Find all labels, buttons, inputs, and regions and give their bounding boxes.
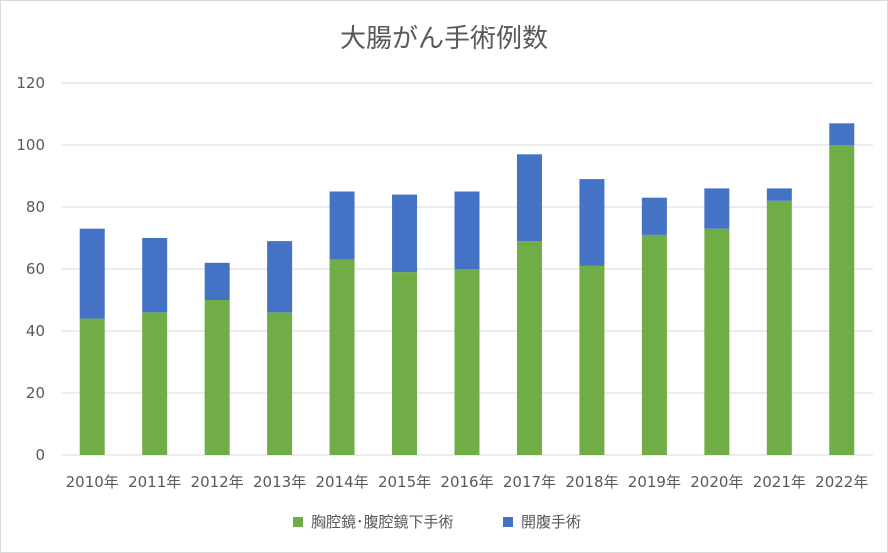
bar-segment-series-0 (392, 272, 418, 455)
y-tick-label: 20 (26, 384, 45, 402)
bar-segment-series-1 (766, 188, 792, 201)
bar-segment-series-1 (142, 238, 168, 313)
bar-segment-series-0 (204, 300, 230, 455)
bar-segment-series-0 (142, 312, 168, 455)
y-tick-label: 120 (16, 74, 45, 92)
bar-segment-series-0 (516, 241, 542, 455)
x-tick-label: 2010年 (66, 473, 119, 491)
x-tick-label: 2015年 (378, 473, 431, 491)
bar-segment-series-0 (829, 145, 855, 455)
x-tick-label: 2018年 (565, 473, 618, 491)
y-tick-label: 80 (26, 198, 45, 216)
bar-segment-series-0 (79, 318, 105, 455)
bar-segment-series-0 (329, 259, 355, 455)
bar-segment-series-1 (579, 179, 605, 266)
bar-segment-series-1 (267, 241, 293, 313)
legend-swatch-series-0 (293, 517, 303, 527)
bar-segment-series-1 (641, 197, 667, 235)
bar-segment-series-0 (454, 269, 480, 455)
bar-segment-series-1 (829, 123, 855, 145)
bar-segment-series-0 (766, 200, 792, 455)
bar-segment-series-1 (454, 191, 480, 269)
bar-segment-series-1 (392, 194, 418, 273)
bars (79, 123, 855, 455)
bar-segment-series-0 (704, 228, 730, 455)
x-tick-label: 2011年 (128, 473, 181, 491)
x-tick-label: 2012年 (191, 473, 244, 491)
x-tick-label: 2021年 (753, 473, 806, 491)
legend: 胸腔鏡･腹腔鏡下手術 開腹手術 (293, 513, 581, 531)
x-tick-label: 2013年 (253, 473, 306, 491)
legend-label-series-0: 胸腔鏡･腹腔鏡下手術 (311, 513, 454, 531)
legend-swatch-series-1 (503, 517, 513, 527)
y-tick-label: 60 (26, 260, 45, 278)
bar-segment-series-0 (267, 312, 293, 455)
bar-segment-series-1 (516, 154, 542, 242)
legend-label-series-1: 開腹手術 (521, 513, 581, 531)
y-tick-label: 40 (26, 322, 45, 340)
y-tick-label: 0 (35, 446, 45, 464)
x-tick-label: 2017年 (503, 473, 556, 491)
bar-segment-series-1 (204, 262, 230, 300)
bar-segment-series-0 (641, 234, 667, 455)
chart-title: 大腸がん手術例数 (340, 24, 548, 54)
x-axis-ticks: 2010年 2011年 2012年 2013年 2014年 2015年 2016年 2017年… (66, 473, 869, 491)
y-axis-ticks: 0 20 40 60 80 100 120 (16, 74, 45, 464)
x-tick-label: 2020年 (690, 473, 743, 491)
x-tick-label: 2016年 (440, 473, 493, 491)
y-tick-label: 100 (16, 136, 45, 154)
x-tick-label: 2014年 (315, 473, 368, 491)
x-tick-label: 2022年 (815, 473, 868, 491)
bar-segment-series-0 (579, 265, 605, 455)
x-tick-label: 2019年 (628, 473, 681, 491)
bar-segment-series-1 (79, 228, 105, 319)
bar-segment-series-1 (329, 191, 355, 260)
bar-segment-series-1 (704, 188, 730, 229)
